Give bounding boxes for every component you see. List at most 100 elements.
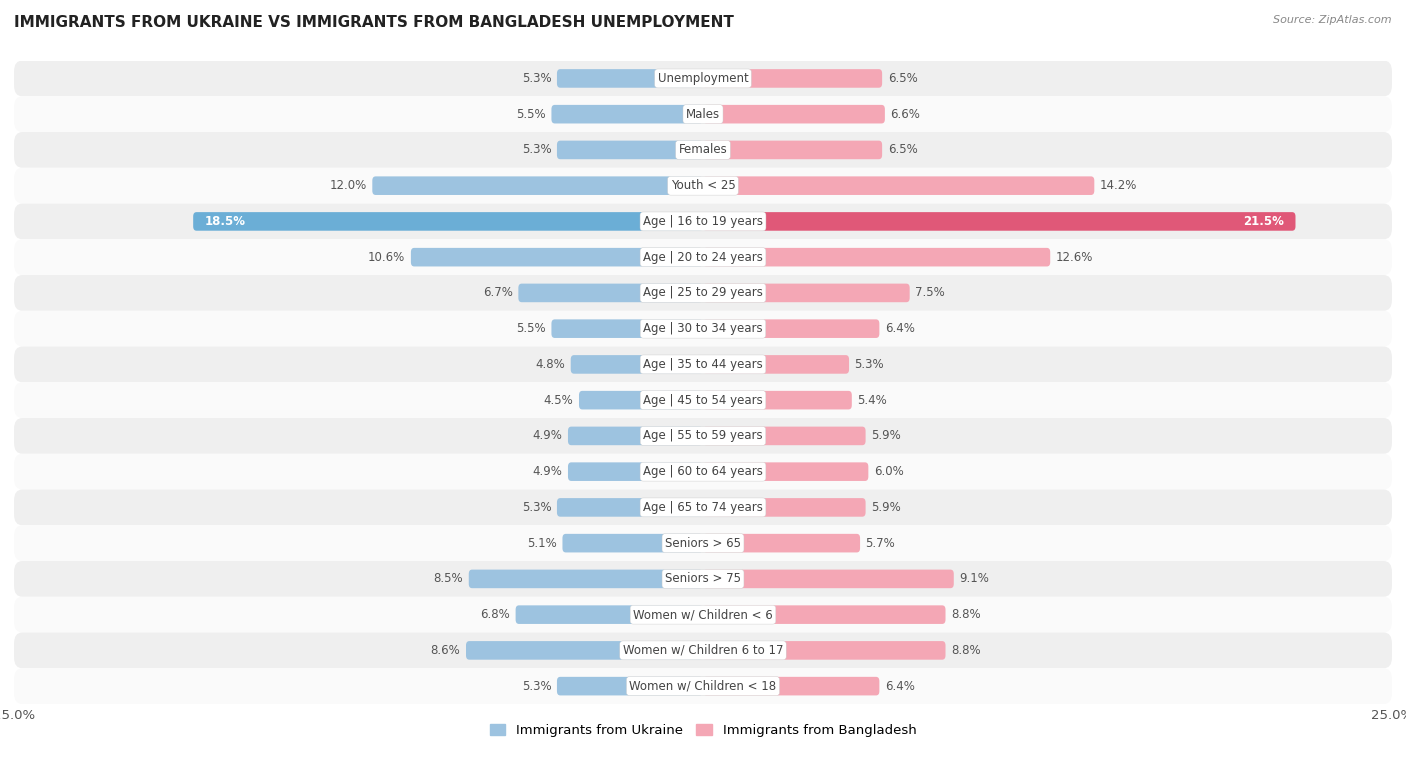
Text: 5.4%: 5.4% bbox=[858, 394, 887, 407]
FancyBboxPatch shape bbox=[703, 677, 879, 696]
FancyBboxPatch shape bbox=[703, 463, 869, 481]
FancyBboxPatch shape bbox=[703, 355, 849, 374]
Text: 10.6%: 10.6% bbox=[368, 251, 405, 263]
Text: Age | 55 to 59 years: Age | 55 to 59 years bbox=[643, 429, 763, 442]
Text: 6.7%: 6.7% bbox=[484, 286, 513, 300]
Text: Age | 20 to 24 years: Age | 20 to 24 years bbox=[643, 251, 763, 263]
FancyBboxPatch shape bbox=[14, 525, 1392, 561]
FancyBboxPatch shape bbox=[519, 284, 703, 302]
Text: Youth < 25: Youth < 25 bbox=[671, 179, 735, 192]
Text: 21.5%: 21.5% bbox=[1243, 215, 1285, 228]
Text: 6.6%: 6.6% bbox=[890, 107, 921, 120]
FancyBboxPatch shape bbox=[14, 453, 1392, 490]
FancyBboxPatch shape bbox=[703, 569, 953, 588]
Text: 4.9%: 4.9% bbox=[533, 429, 562, 442]
Text: Source: ZipAtlas.com: Source: ZipAtlas.com bbox=[1274, 15, 1392, 25]
Text: 14.2%: 14.2% bbox=[1099, 179, 1137, 192]
Text: Age | 16 to 19 years: Age | 16 to 19 years bbox=[643, 215, 763, 228]
Text: 5.3%: 5.3% bbox=[522, 680, 551, 693]
FancyBboxPatch shape bbox=[465, 641, 703, 659]
FancyBboxPatch shape bbox=[411, 248, 703, 266]
FancyBboxPatch shape bbox=[557, 677, 703, 696]
FancyBboxPatch shape bbox=[568, 463, 703, 481]
FancyBboxPatch shape bbox=[703, 641, 945, 659]
Text: 8.5%: 8.5% bbox=[433, 572, 463, 585]
FancyBboxPatch shape bbox=[703, 319, 879, 338]
FancyBboxPatch shape bbox=[568, 427, 703, 445]
FancyBboxPatch shape bbox=[703, 176, 1094, 195]
Text: 5.3%: 5.3% bbox=[855, 358, 884, 371]
FancyBboxPatch shape bbox=[571, 355, 703, 374]
Text: 6.8%: 6.8% bbox=[481, 608, 510, 621]
FancyBboxPatch shape bbox=[703, 212, 1295, 231]
FancyBboxPatch shape bbox=[14, 347, 1392, 382]
Text: 9.1%: 9.1% bbox=[959, 572, 990, 585]
FancyBboxPatch shape bbox=[14, 668, 1392, 704]
Text: 12.0%: 12.0% bbox=[329, 179, 367, 192]
FancyBboxPatch shape bbox=[14, 633, 1392, 668]
FancyBboxPatch shape bbox=[703, 606, 945, 624]
FancyBboxPatch shape bbox=[14, 597, 1392, 633]
FancyBboxPatch shape bbox=[14, 275, 1392, 311]
Text: Age | 60 to 64 years: Age | 60 to 64 years bbox=[643, 465, 763, 478]
FancyBboxPatch shape bbox=[703, 69, 882, 88]
FancyBboxPatch shape bbox=[579, 391, 703, 410]
Text: 8.6%: 8.6% bbox=[430, 644, 461, 657]
FancyBboxPatch shape bbox=[557, 69, 703, 88]
Text: Age | 30 to 34 years: Age | 30 to 34 years bbox=[643, 322, 763, 335]
FancyBboxPatch shape bbox=[14, 96, 1392, 132]
Text: IMMIGRANTS FROM UKRAINE VS IMMIGRANTS FROM BANGLADESH UNEMPLOYMENT: IMMIGRANTS FROM UKRAINE VS IMMIGRANTS FR… bbox=[14, 15, 734, 30]
FancyBboxPatch shape bbox=[373, 176, 703, 195]
Text: 5.5%: 5.5% bbox=[516, 322, 546, 335]
Text: 6.5%: 6.5% bbox=[887, 143, 917, 157]
FancyBboxPatch shape bbox=[703, 391, 852, 410]
Text: Seniors > 65: Seniors > 65 bbox=[665, 537, 741, 550]
FancyBboxPatch shape bbox=[14, 382, 1392, 418]
FancyBboxPatch shape bbox=[703, 427, 866, 445]
Legend: Immigrants from Ukraine, Immigrants from Bangladesh: Immigrants from Ukraine, Immigrants from… bbox=[484, 719, 922, 743]
FancyBboxPatch shape bbox=[14, 311, 1392, 347]
Text: 5.3%: 5.3% bbox=[522, 143, 551, 157]
FancyBboxPatch shape bbox=[14, 61, 1392, 96]
Text: 6.0%: 6.0% bbox=[875, 465, 904, 478]
FancyBboxPatch shape bbox=[703, 534, 860, 553]
Text: 6.4%: 6.4% bbox=[884, 680, 915, 693]
FancyBboxPatch shape bbox=[551, 319, 703, 338]
Text: 4.5%: 4.5% bbox=[544, 394, 574, 407]
FancyBboxPatch shape bbox=[193, 212, 703, 231]
FancyBboxPatch shape bbox=[516, 606, 703, 624]
Text: 4.9%: 4.9% bbox=[533, 465, 562, 478]
Text: Women w/ Children < 18: Women w/ Children < 18 bbox=[630, 680, 776, 693]
Text: 18.5%: 18.5% bbox=[204, 215, 245, 228]
FancyBboxPatch shape bbox=[14, 132, 1392, 168]
FancyBboxPatch shape bbox=[468, 569, 703, 588]
FancyBboxPatch shape bbox=[562, 534, 703, 553]
Text: 8.8%: 8.8% bbox=[950, 644, 980, 657]
Text: 7.5%: 7.5% bbox=[915, 286, 945, 300]
Text: Unemployment: Unemployment bbox=[658, 72, 748, 85]
FancyBboxPatch shape bbox=[14, 561, 1392, 597]
Text: 6.4%: 6.4% bbox=[884, 322, 915, 335]
FancyBboxPatch shape bbox=[14, 490, 1392, 525]
Text: Women w/ Children < 6: Women w/ Children < 6 bbox=[633, 608, 773, 621]
Text: Age | 35 to 44 years: Age | 35 to 44 years bbox=[643, 358, 763, 371]
FancyBboxPatch shape bbox=[557, 141, 703, 159]
Text: 6.5%: 6.5% bbox=[887, 72, 917, 85]
Text: 4.8%: 4.8% bbox=[536, 358, 565, 371]
FancyBboxPatch shape bbox=[14, 168, 1392, 204]
Text: Women w/ Children 6 to 17: Women w/ Children 6 to 17 bbox=[623, 644, 783, 657]
Text: Seniors > 75: Seniors > 75 bbox=[665, 572, 741, 585]
Text: 5.3%: 5.3% bbox=[522, 501, 551, 514]
Text: 5.1%: 5.1% bbox=[527, 537, 557, 550]
FancyBboxPatch shape bbox=[703, 105, 884, 123]
Text: Age | 65 to 74 years: Age | 65 to 74 years bbox=[643, 501, 763, 514]
Text: 5.9%: 5.9% bbox=[872, 501, 901, 514]
Text: 8.8%: 8.8% bbox=[950, 608, 980, 621]
Text: 5.7%: 5.7% bbox=[866, 537, 896, 550]
Text: 12.6%: 12.6% bbox=[1056, 251, 1092, 263]
Text: 5.5%: 5.5% bbox=[516, 107, 546, 120]
Text: 5.3%: 5.3% bbox=[522, 72, 551, 85]
FancyBboxPatch shape bbox=[551, 105, 703, 123]
FancyBboxPatch shape bbox=[14, 418, 1392, 453]
FancyBboxPatch shape bbox=[703, 284, 910, 302]
